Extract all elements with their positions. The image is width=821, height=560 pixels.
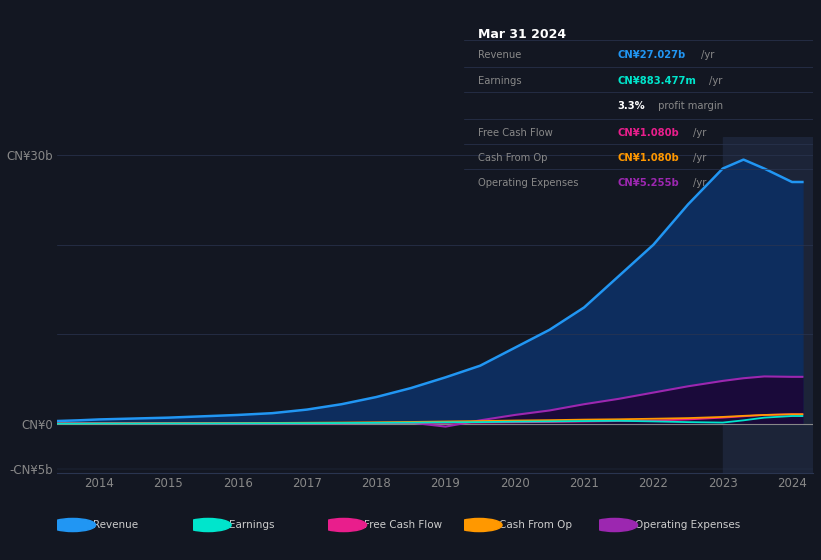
Text: Free Cash Flow: Free Cash Flow [364,520,443,530]
Text: Free Cash Flow: Free Cash Flow [478,128,553,138]
Text: Earnings: Earnings [228,520,274,530]
Text: 3.3%: 3.3% [617,101,645,111]
Text: Revenue: Revenue [93,520,138,530]
Text: CN¥27.027b: CN¥27.027b [617,50,686,60]
Text: Revenue: Revenue [478,50,521,60]
Text: Operating Expenses: Operating Expenses [635,520,741,530]
Circle shape [50,519,96,531]
Text: Operating Expenses: Operating Expenses [478,178,578,188]
Text: /yr: /yr [694,128,707,138]
Text: /yr: /yr [694,178,707,188]
Text: CN¥1.080b: CN¥1.080b [617,128,679,138]
Circle shape [321,519,367,531]
Text: CN¥883.477m: CN¥883.477m [617,76,696,86]
Text: /yr: /yr [709,76,722,86]
Circle shape [186,519,232,531]
Text: /yr: /yr [694,153,707,163]
Text: CN¥5.255b: CN¥5.255b [617,178,679,188]
Bar [722,137,813,473]
Text: Cash From Op: Cash From Op [499,520,572,530]
Circle shape [592,519,638,531]
Text: CN¥1.080b: CN¥1.080b [617,153,679,163]
Text: Earnings: Earnings [478,76,521,86]
Text: /yr: /yr [701,50,714,60]
Text: profit margin: profit margin [655,101,723,111]
Text: Cash From Op: Cash From Op [478,153,548,163]
Text: Mar 31 2024: Mar 31 2024 [478,29,566,41]
Circle shape [456,519,502,531]
